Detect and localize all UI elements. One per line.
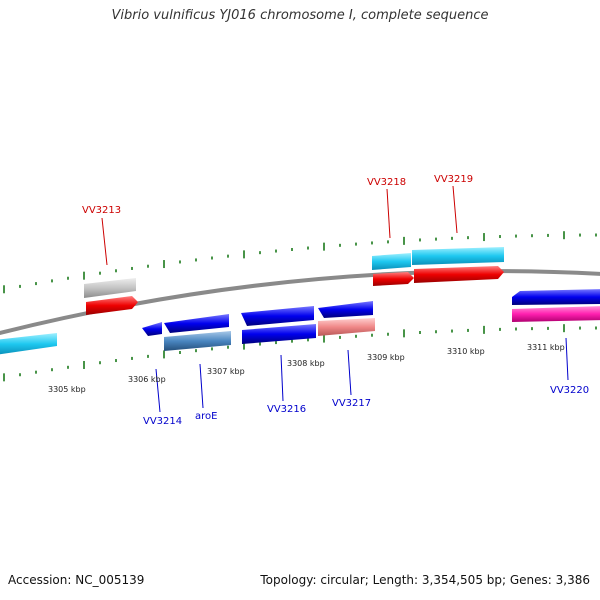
chromosome-backbone (0, 269, 600, 335)
leader-vv3216 (280, 354, 284, 402)
scale-label-3308: 3308 kbp (287, 359, 325, 368)
gene-vv3220-blue[interactable] (512, 289, 600, 305)
leader-vv3220 (565, 337, 569, 381)
gene-vv3213-gray[interactable] (84, 278, 136, 298)
leader-vv3219 (452, 185, 458, 234)
label-vv3216[interactable]: VV3216 (267, 404, 306, 415)
scale-label-3306: 3306 kbp (128, 375, 166, 384)
label-vv3219[interactable]: VV3219 (434, 174, 473, 185)
gene-left-cyan[interactable] (0, 333, 57, 355)
leader-vv3214 (155, 368, 161, 413)
label-vv3218[interactable]: VV3218 (367, 177, 406, 188)
label-vv3217[interactable]: VV3217 (332, 398, 371, 409)
bottom-tick-track (3, 324, 597, 382)
gene-vv3218-cyan[interactable] (372, 253, 411, 270)
gene-vv3214[interactable] (142, 322, 162, 336)
gene-vv3216-top[interactable] (241, 306, 314, 326)
leader-vv3213 (101, 217, 108, 266)
gene-vv3219[interactable] (414, 266, 504, 283)
leader-aroe (199, 363, 204, 409)
scale-label-3309: 3309 kbp (367, 353, 405, 362)
scale-label-3307: 3307 kbp (207, 367, 245, 376)
gene-aroe[interactable] (164, 331, 231, 351)
map-title: Vibrio vulnificus YJ016 chromosome I, co… (111, 8, 489, 23)
gene-vv3217-blue[interactable] (318, 301, 373, 318)
gene-vv3219-cyan[interactable] (412, 247, 504, 265)
leader-vv3218 (386, 188, 391, 239)
gene-vv3218[interactable] (373, 272, 414, 286)
accession-text: Accession: NC_005139 (8, 573, 145, 587)
label-aroe[interactable]: aroE (195, 411, 217, 422)
label-vv3213[interactable]: VV3213 (82, 205, 121, 216)
scale-label-3310: 3310 kbp (447, 347, 485, 356)
label-vv3220[interactable]: VV3220 (550, 385, 589, 396)
top-tick-track (3, 231, 597, 294)
gene-vv3220[interactable] (512, 306, 600, 322)
gene-vv3216[interactable] (242, 324, 316, 344)
genome-summary-text: Topology: circular; Length: 3,354,505 bp… (260, 573, 590, 587)
scale-label-3311: 3311 kbp (527, 343, 565, 352)
leader-vv3217 (347, 349, 352, 396)
scale-label-3305: 3305 kbp (48, 385, 86, 394)
gene-vv3213[interactable] (86, 296, 138, 315)
gene-aroe-blue[interactable] (164, 314, 229, 333)
label-vv3214[interactable]: VV3214 (143, 416, 182, 427)
gene-vv3217[interactable] (318, 318, 375, 336)
